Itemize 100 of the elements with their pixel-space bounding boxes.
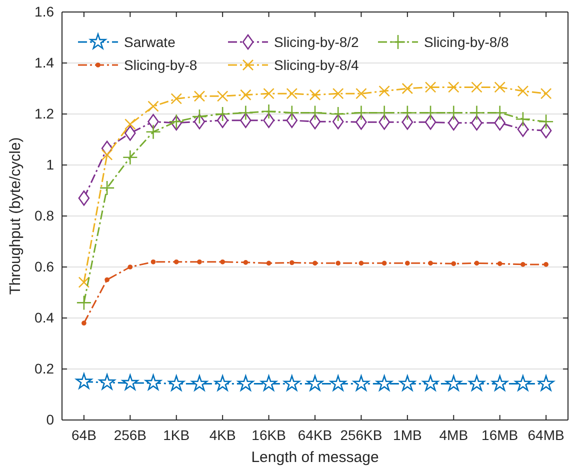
point — [104, 277, 110, 282]
point — [494, 115, 506, 131]
legend-label: Slicing-by-8/2 — [274, 34, 360, 50]
point — [78, 190, 90, 206]
point — [146, 124, 161, 140]
x-axis-title: Length of message — [251, 449, 379, 466]
point — [263, 88, 274, 100]
point — [402, 114, 414, 130]
point — [422, 375, 439, 391]
point — [448, 82, 460, 93]
point — [101, 149, 113, 160]
point — [497, 261, 502, 266]
point — [399, 375, 416, 391]
legend-label: Sarwate — [124, 34, 176, 50]
legend-label: Slicing-by-8 — [124, 57, 198, 73]
point — [474, 260, 480, 266]
point — [243, 260, 248, 265]
point — [428, 260, 433, 266]
point — [520, 262, 526, 267]
point — [192, 108, 208, 124]
legend-label: Slicing-by-8/8 — [424, 34, 510, 50]
point — [263, 112, 274, 128]
point — [312, 260, 318, 266]
point — [356, 88, 367, 100]
point — [378, 85, 390, 97]
point — [402, 82, 414, 94]
point — [306, 375, 324, 391]
legend-label: Slicing-by-8/4 — [274, 57, 360, 73]
point — [330, 106, 346, 122]
point — [515, 111, 531, 127]
point — [471, 82, 482, 93]
y-axis-title: Throughput (byte/cycle) — [7, 137, 24, 295]
point — [540, 88, 552, 100]
point — [517, 122, 529, 137]
x-tick-label: 1KB — [163, 426, 190, 443]
point — [286, 88, 298, 100]
point — [336, 260, 341, 266]
point — [448, 115, 460, 131]
point — [124, 118, 136, 130]
point — [261, 104, 276, 120]
point — [404, 260, 410, 266]
point — [124, 125, 136, 141]
point — [98, 374, 116, 390]
point — [471, 115, 482, 131]
x-tick-label: 1MB — [393, 426, 422, 443]
point — [330, 375, 346, 391]
point — [468, 375, 485, 391]
x-tick-label: 64B — [71, 426, 96, 443]
point — [538, 114, 554, 130]
y-tick-label: 0.2 — [34, 360, 54, 376]
point — [214, 106, 230, 122]
point — [78, 276, 90, 288]
point — [451, 261, 456, 266]
point — [538, 375, 554, 391]
point — [514, 375, 532, 391]
y-tick-label: 0 — [46, 411, 54, 428]
y-tick-label: 1.6 — [34, 3, 54, 20]
point — [358, 260, 364, 266]
point — [540, 122, 552, 138]
y-tick-label: 0.8 — [34, 207, 54, 224]
point — [150, 259, 156, 264]
point — [424, 82, 436, 93]
x-tick-label: 4MB — [439, 426, 468, 443]
point — [240, 89, 252, 101]
x-tick-label: 4KB — [209, 426, 236, 443]
point — [99, 180, 115, 196]
point — [197, 259, 202, 264]
point — [309, 114, 321, 130]
x-tick-label: 64MB — [528, 426, 564, 443]
point — [128, 264, 133, 270]
point — [424, 114, 436, 130]
point — [76, 373, 92, 389]
point — [284, 105, 300, 120]
point — [148, 114, 159, 130]
point — [122, 374, 138, 390]
point — [145, 374, 162, 390]
point — [174, 259, 179, 264]
point — [238, 375, 254, 391]
y-tick-label: 1.4 — [34, 54, 54, 70]
point — [544, 262, 548, 267]
x-tick-label: 64KB — [298, 426, 332, 443]
point — [284, 375, 300, 391]
point — [356, 114, 367, 130]
point — [492, 375, 508, 391]
point — [220, 259, 226, 264]
point — [309, 89, 321, 101]
x-tick-label: 16KB — [252, 426, 286, 443]
point — [400, 105, 416, 120]
point — [289, 260, 294, 266]
y-tick-label: 0.4 — [34, 309, 54, 326]
point — [191, 375, 208, 391]
point — [216, 90, 228, 102]
point — [148, 100, 159, 112]
x-tick-label: 256KB — [340, 426, 382, 443]
point — [266, 260, 272, 266]
point — [238, 105, 254, 120]
point — [168, 375, 185, 391]
y-tick-label: 1 — [46, 156, 54, 172]
point — [376, 375, 392, 391]
point — [353, 375, 370, 391]
